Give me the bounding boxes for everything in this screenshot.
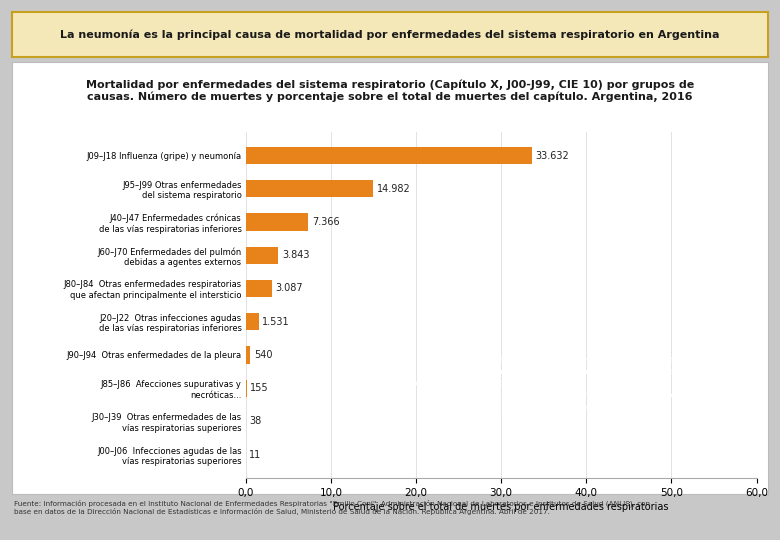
Bar [246,213,308,231]
Text: La neumonía es la principal causa de mortalidad por enfermedades del sistema res: La neumonía es la principal causa de mor… [60,29,720,40]
Text: 14.982: 14.982 [377,184,410,194]
Bar [246,247,278,264]
Text: 3.843: 3.843 [282,250,310,260]
X-axis label: Porcentaje sobre el total de muertes por enfermedades respiratorias: Porcentaje sobre el total de muertes por… [333,502,669,512]
Text: 33.632: 33.632 [536,151,569,160]
Text: 38: 38 [250,416,261,427]
Bar [246,380,247,397]
Text: Fuente: Información procesada en el Instituto Nacional de Enfermedades Respirato: Fuente: Información procesada en el Inst… [14,500,650,515]
Bar [246,313,259,330]
Text: La segunda causa de mortalidad por enfermedades del sistema
respiratorio incluye: La segunda causa de mortalidad por enfer… [402,355,709,412]
Bar [246,147,532,164]
Text: 1.531: 1.531 [262,317,289,327]
Bar [246,280,272,297]
Bar [246,180,374,198]
Text: 155: 155 [250,383,269,393]
Text: 540: 540 [254,350,272,360]
Text: 7.366: 7.366 [312,217,339,227]
Text: 11: 11 [249,450,261,460]
Text: Mortalidad por enfermedades del sistema respiratorio (Capítulo X, J00-J99, CIE 1: Mortalidad por enfermedades del sistema … [86,79,694,102]
Text: 3.087: 3.087 [275,284,303,293]
Bar [246,346,250,363]
